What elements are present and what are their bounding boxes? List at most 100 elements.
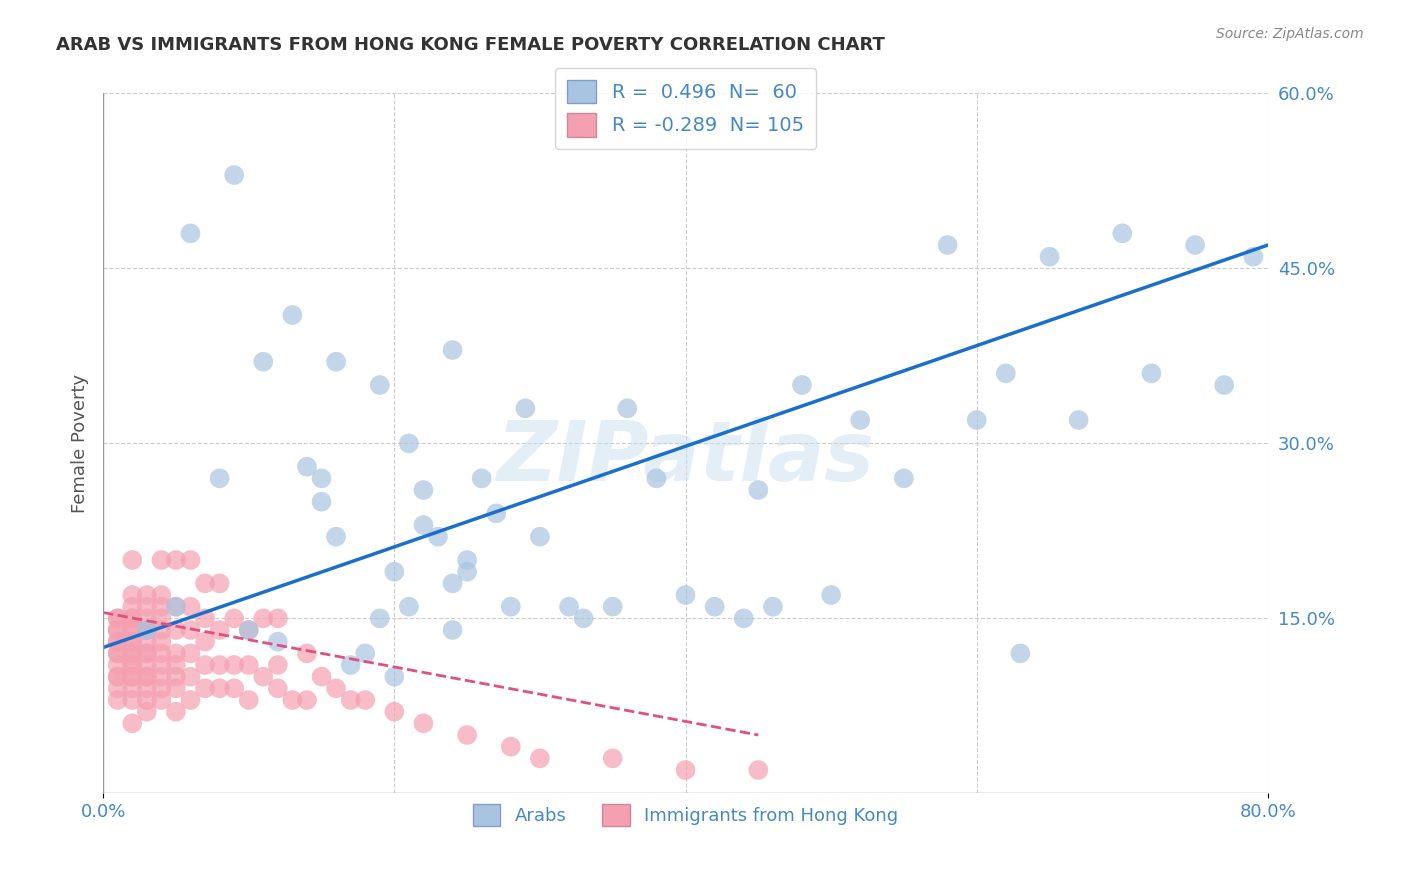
Point [354,693,377,707]
Point [107,611,129,625]
Point [208,681,231,696]
Point [194,611,217,625]
Point [107,693,129,707]
Point [179,693,201,707]
Point [150,634,173,648]
Point [252,354,274,368]
Point [368,378,391,392]
Point [107,634,129,648]
Point [107,670,129,684]
Text: ZIPatlas: ZIPatlas [496,417,875,498]
Point [179,670,201,684]
Point [427,530,450,544]
Point [456,553,478,567]
Point [398,436,420,450]
Point [1140,367,1163,381]
Point [107,681,129,696]
Point [135,611,157,625]
Point [311,670,333,684]
Point [179,646,201,660]
Point [121,658,143,673]
Point [121,646,143,660]
Point [572,611,595,625]
Point [645,471,668,485]
Point [412,716,434,731]
Point [179,553,201,567]
Point [325,530,347,544]
Point [703,599,725,614]
Point [936,238,959,252]
Point [165,681,187,696]
Point [325,354,347,368]
Point [107,646,129,660]
Point [135,634,157,648]
Point [194,681,217,696]
Point [135,623,157,637]
Point [121,693,143,707]
Point [267,681,290,696]
Point [135,623,157,637]
Point [281,308,304,322]
Point [398,599,420,614]
Point [165,646,187,660]
Point [107,634,129,648]
Point [135,681,157,696]
Point [675,588,697,602]
Point [441,343,464,357]
Point [135,588,157,602]
Point [529,751,551,765]
Point [412,518,434,533]
Point [208,576,231,591]
Point [238,658,260,673]
Point [135,670,157,684]
Point [121,623,143,637]
Point [107,646,129,660]
Point [325,681,347,696]
Point [121,611,143,625]
Point [150,611,173,625]
Point [208,471,231,485]
Point [179,599,201,614]
Point [121,588,143,602]
Point [194,634,217,648]
Point [121,553,143,567]
Point [675,763,697,777]
Point [179,623,201,637]
Point [515,401,537,416]
Point [499,599,522,614]
Point [224,658,246,673]
Point [107,623,129,637]
Point [135,658,157,673]
Point [150,681,173,696]
Point [165,670,187,684]
Point [558,599,581,614]
Point [208,623,231,637]
Point [238,623,260,637]
Point [121,716,143,731]
Point [456,565,478,579]
Point [238,693,260,707]
Point [165,705,187,719]
Point [107,658,129,673]
Point [1184,238,1206,252]
Point [747,483,769,497]
Point [471,471,494,485]
Point [121,634,143,648]
Point [107,611,129,625]
Point [1213,378,1236,392]
Point [252,670,274,684]
Point [602,751,624,765]
Point [150,623,173,637]
Point [311,494,333,508]
Point [165,599,187,614]
Text: Source: ZipAtlas.com: Source: ZipAtlas.com [1216,27,1364,41]
Point [1241,250,1264,264]
Point [224,168,246,182]
Point [368,611,391,625]
Point [485,507,508,521]
Point [135,646,157,660]
Point [135,599,157,614]
Point [150,670,173,684]
Point [267,611,290,625]
Point [238,623,260,637]
